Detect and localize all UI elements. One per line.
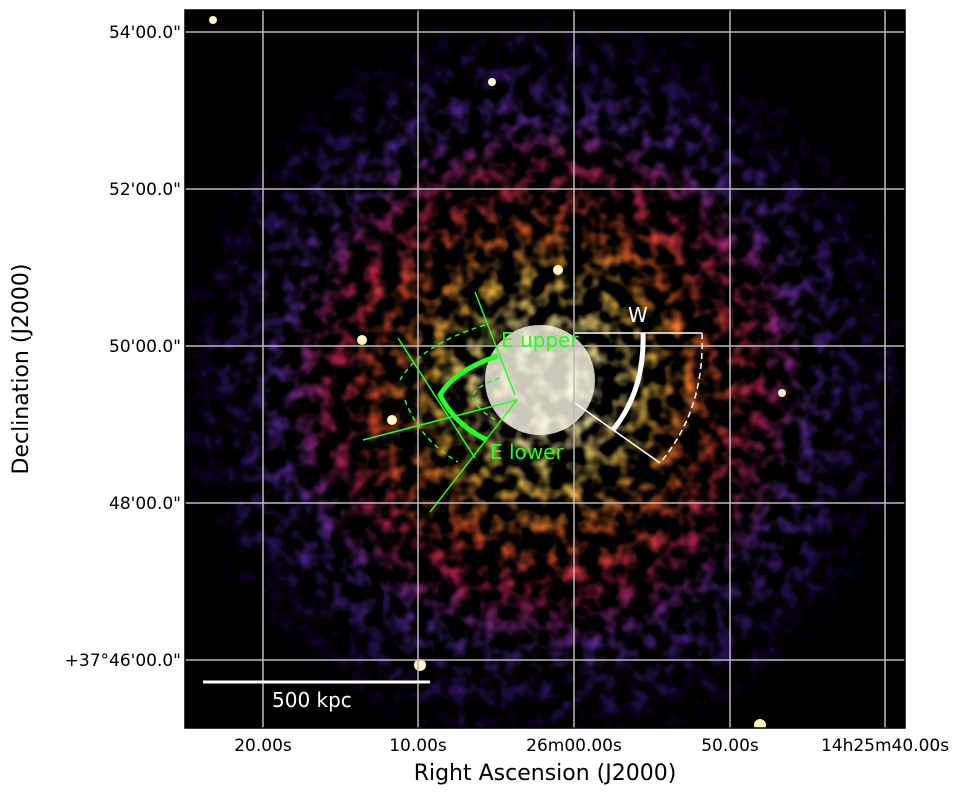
x-ticks: 20.00s 10.00s 26m00.00s 50.00s 14h25m40.… — [234, 736, 949, 756]
x-tick-label: 50.00s — [701, 736, 759, 756]
y-tick-label: 52'00.0" — [109, 180, 181, 200]
xray-image — [185, 10, 905, 728]
y-tick-label: 48'00.0" — [109, 494, 181, 514]
x-tick-label: 20.00s — [234, 736, 292, 756]
y-tick-label: 54'00.0" — [109, 23, 181, 43]
y-ticks: 54'00.0" 52'00.0" 50'00.0" 48'00.0" +37°… — [65, 23, 181, 671]
x-tick-label: 10.00s — [389, 736, 447, 756]
frame — [184, 9, 906, 729]
e-sectors — [362, 291, 518, 513]
annotation: E upper — [501, 328, 579, 352]
x-axis-label: Right Ascension (J2000) — [414, 761, 677, 786]
y-tick-label: +37°46'00.0" — [65, 651, 181, 671]
scale-label: 500 kpc — [272, 688, 352, 712]
w-sector — [574, 332, 703, 464]
x-tick-label: 26m00.00s — [526, 736, 622, 756]
y-axis-label: Declination (J2000) — [9, 264, 34, 475]
annotation: E lower — [490, 440, 564, 464]
x-tick-label: 14h25m40.00s — [821, 736, 949, 756]
y-tick-label: 50'00.0" — [109, 337, 181, 357]
annotation: W — [628, 303, 648, 327]
grid — [185, 10, 905, 728]
